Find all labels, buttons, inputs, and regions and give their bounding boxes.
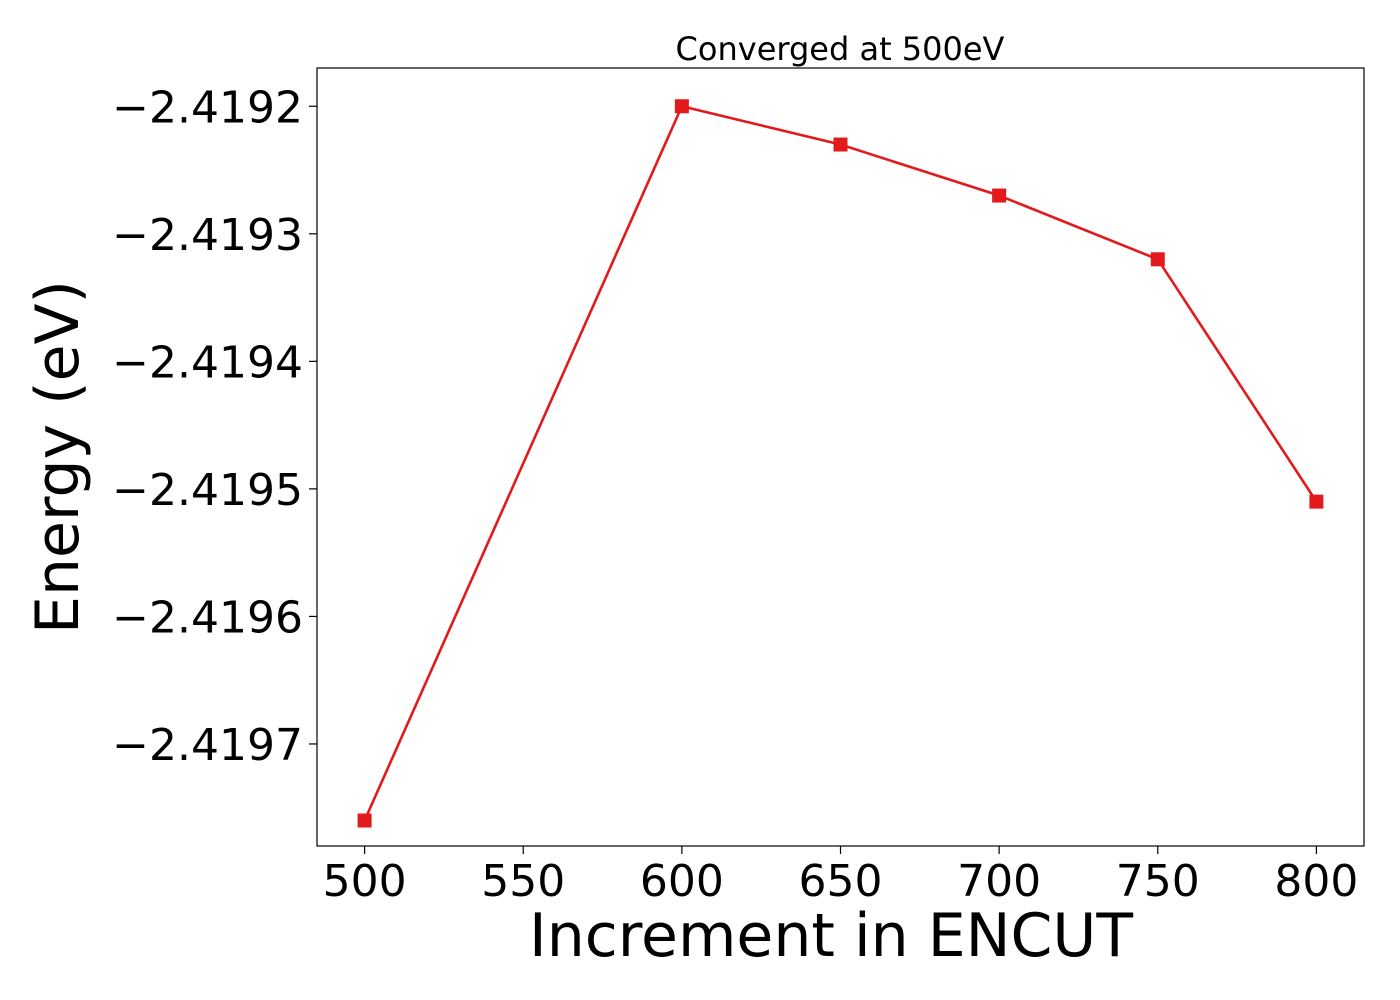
- series-line: [363, 104, 1318, 822]
- y-tick-label: −2.4193: [112, 210, 303, 261]
- y-tick-label: −2.4196: [112, 592, 303, 643]
- x-tick-label: 500: [323, 856, 407, 907]
- x-tick-label: 550: [481, 856, 565, 907]
- y-tick-label: −2.4192: [112, 82, 303, 133]
- y-tick-label: −2.4194: [112, 337, 303, 388]
- chart-title: Converged at 500eV: [676, 30, 1005, 68]
- x-tick-label: 600: [640, 856, 724, 907]
- x-tick-label: 700: [957, 856, 1041, 907]
- y-axis-ticks: −2.4197 −2.4196 −2.4195 −2.4194 −2.4193 −2.41…: [112, 82, 317, 771]
- x-tick-label: 750: [1116, 856, 1200, 907]
- x-axis-label: Increment in ENCUT: [529, 901, 1133, 971]
- x-tick-label: 650: [799, 856, 883, 907]
- series-layer: [357, 99, 1324, 828]
- data-point-marker: [674, 99, 689, 114]
- data-point-marker: [357, 813, 372, 828]
- y-tick-label: −2.4197: [112, 720, 303, 771]
- x-tick-label: 800: [1274, 856, 1358, 907]
- data-point-marker: [833, 137, 848, 152]
- plot-frame: [316, 67, 1365, 847]
- y-tick-label: −2.4195: [112, 465, 303, 516]
- data-point-marker: [992, 188, 1007, 203]
- y-axis-label: Energy (eV): [23, 280, 93, 634]
- data-point-marker: [1150, 252, 1165, 267]
- x-axis-ticks: 500 550 600 650 700 750 800: [323, 846, 1358, 907]
- data-point-marker: [1309, 494, 1324, 509]
